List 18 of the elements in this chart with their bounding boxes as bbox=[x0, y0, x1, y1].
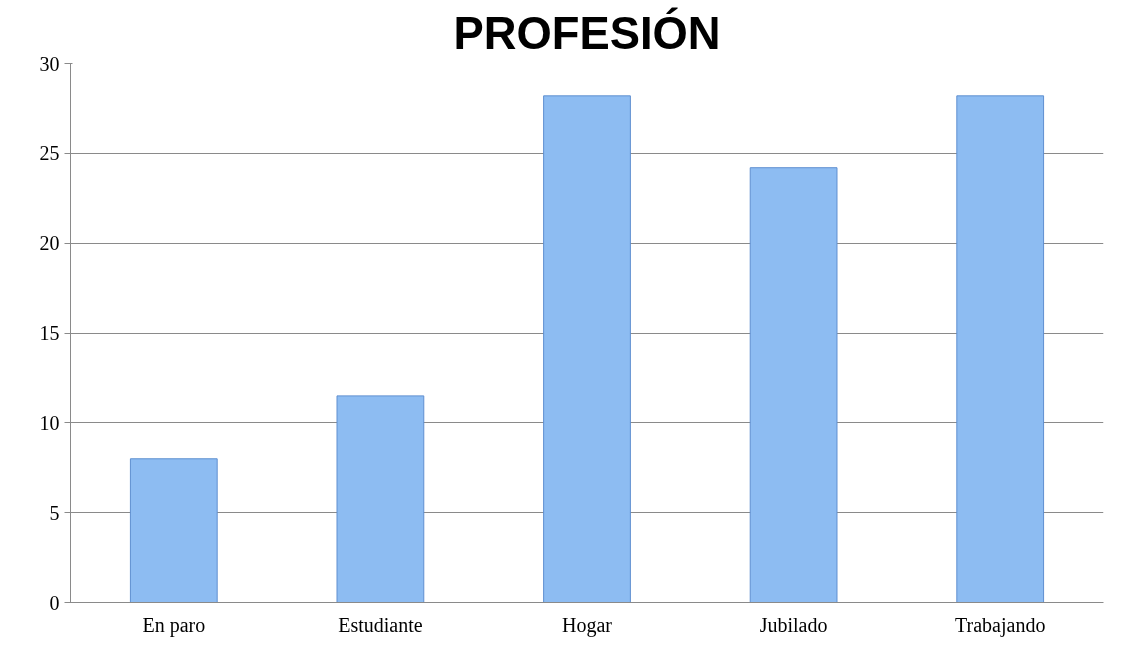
bar bbox=[129, 458, 218, 603]
y-tick-label: 15 bbox=[39, 322, 60, 344]
x-tick-label: Hogar bbox=[562, 613, 613, 637]
x-tick-label: Jubilado bbox=[759, 613, 828, 636]
x-tick-label: En paro bbox=[142, 613, 206, 637]
x-tick-label: Estudiante bbox=[338, 613, 423, 636]
bar bbox=[336, 395, 425, 603]
x-tick-label: Trabajando bbox=[955, 613, 1046, 637]
y-tick-label: 30 bbox=[39, 52, 60, 75]
y-tick-label: 20 bbox=[39, 232, 60, 255]
chart-title: PROFESIÓN bbox=[453, 6, 721, 59]
y-tick-label: 25 bbox=[39, 142, 60, 165]
y-tick-label: 0 bbox=[49, 591, 60, 614]
bar bbox=[956, 95, 1045, 603]
y-tick-label: 5 bbox=[49, 501, 60, 524]
y-tick-label: 10 bbox=[39, 411, 60, 434]
bar bbox=[543, 95, 631, 603]
bar bbox=[749, 167, 838, 603]
